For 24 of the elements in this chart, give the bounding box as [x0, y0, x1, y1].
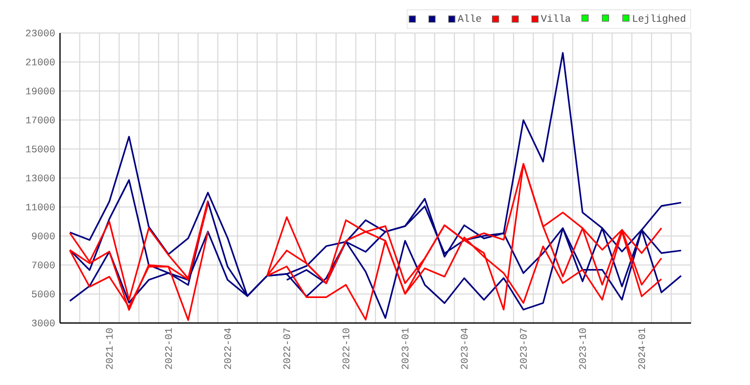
x-tick-label: 2021-10: [106, 328, 113, 369]
legend-label: Villa: [540, 14, 571, 22]
x-tick-label: 2022-04: [224, 328, 232, 369]
x-tick-label: 2023-10: [579, 328, 586, 369]
x-tick-label: 2024-01: [638, 328, 646, 369]
x-tick-label: 2022-07: [283, 328, 290, 369]
legend-label: Alle: [458, 14, 481, 22]
x-tick-label: 2023-01: [402, 328, 408, 369]
x-tick-label: 2023-04: [460, 328, 468, 369]
legend-label: Lejlighed: [633, 14, 686, 24]
y-tick-label: 21000: [26, 58, 55, 66]
x-tick-label: 2023-07: [520, 328, 527, 369]
y-tick-label: 7000: [32, 262, 55, 268]
y-tick-label: 9000: [32, 232, 55, 240]
y-tick-label: 5000: [32, 290, 55, 298]
y-tick-label: 3000: [32, 320, 55, 326]
x-tick-label: 2022-01: [165, 328, 172, 369]
y-tick-label: 13000: [26, 174, 55, 182]
y-tick-label: 17000: [26, 116, 55, 124]
y-tick-label: 11000: [26, 204, 55, 210]
y-tick-label: 15000: [26, 146, 55, 152]
x-tick-label: 2022-10: [342, 328, 350, 369]
y-tick-label: 23000: [26, 30, 55, 36]
y-tick-label: 19000: [26, 88, 55, 94]
